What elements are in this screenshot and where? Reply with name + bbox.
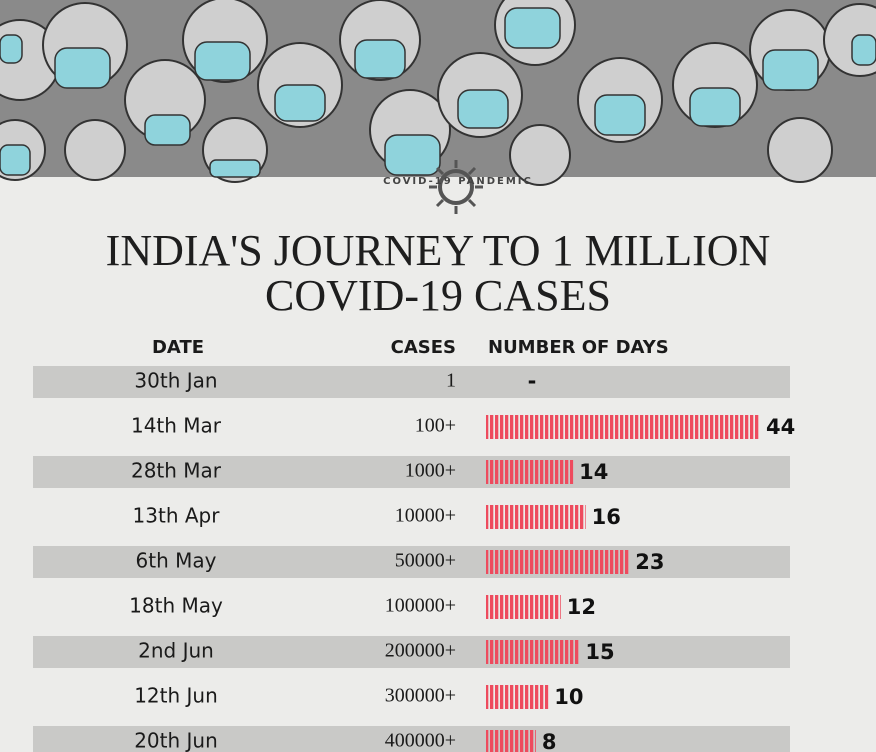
chart-title: INDIA'S JOURNEY TO 1 MILLION <box>106 226 771 275</box>
cases-label: 1 <box>446 370 456 392</box>
date-label: 6th May <box>136 549 217 573</box>
row-band <box>33 456 790 488</box>
cases-label: 100+ <box>415 415 456 437</box>
bar <box>486 460 574 484</box>
date-label: 2nd Jun <box>138 639 214 663</box>
date-label: 28th Mar <box>131 459 222 483</box>
virus-icon <box>429 160 483 214</box>
bar <box>486 505 586 529</box>
bar <box>486 685 549 709</box>
cases-label: 100000+ <box>385 595 456 617</box>
cases-label: 50000+ <box>395 550 456 572</box>
value-label: 12 <box>567 595 596 619</box>
bar <box>486 730 536 752</box>
value-label: 14 <box>579 460 608 484</box>
cases-label: 300000+ <box>385 685 456 707</box>
row-band <box>33 366 790 398</box>
column-header: NUMBER OF DAYS <box>488 337 669 358</box>
date-label: 12th Jun <box>134 684 218 708</box>
value-label: 16 <box>592 505 621 529</box>
value-label: 8 <box>542 730 557 752</box>
cases-label: 200000+ <box>385 640 456 662</box>
bar <box>486 595 561 619</box>
date-label: 13th Apr <box>133 504 221 528</box>
date-label: 30th Jan <box>134 369 217 393</box>
cases-label: 10000+ <box>395 505 456 527</box>
bar <box>486 640 580 664</box>
value-label: 15 <box>585 640 614 664</box>
column-header: CASES <box>391 337 456 358</box>
row-band <box>33 636 790 668</box>
value-label: 23 <box>635 550 664 574</box>
banner: COVID-19 PANDEMIC <box>383 176 533 187</box>
chart-subtitle: COVID-19 CASES <box>265 271 611 320</box>
value-label: - <box>528 369 537 393</box>
value-label: 10 <box>554 685 583 709</box>
row-band <box>33 726 790 752</box>
cases-label: 1000+ <box>405 460 456 482</box>
column-header: DATE <box>152 337 204 358</box>
header-image <box>0 0 876 186</box>
bar <box>486 550 630 574</box>
date-label: 18th May <box>129 594 223 618</box>
date-label: 20th Jun <box>134 729 218 752</box>
value-label: 44 <box>766 415 795 439</box>
bar <box>486 415 760 439</box>
cases-label: 400000+ <box>385 730 456 752</box>
row-band <box>33 546 790 578</box>
date-label: 14th Mar <box>131 414 222 438</box>
